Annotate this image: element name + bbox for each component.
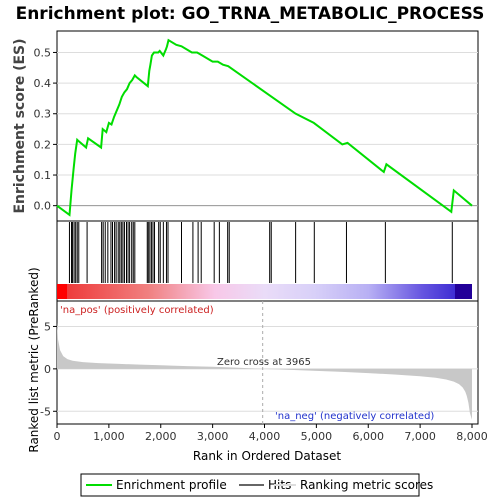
- es-axis-label: Enrichment score (ES): [12, 38, 28, 213]
- x-tick-label: 7,000: [404, 430, 436, 443]
- enrichment-profile-line: [56, 38, 473, 217]
- chart-title: Enrichment plot: GO_TRNA_METABOLIC_PROCE…: [16, 4, 485, 24]
- enrichment-panel: 0.0 0.1 0.2 0.3 0.4 0.5 Enrichment score (ES): [12, 30, 479, 222]
- ranked-metric-area: [57, 322, 472, 420]
- positive-correlation-label: 'na_pos' (positively correlated): [60, 305, 214, 316]
- metric-tick-label: -5: [40, 405, 51, 418]
- es-tick-label: 0.5: [34, 46, 52, 59]
- legend-label-profile: Enrichment profile: [116, 478, 227, 492]
- x-tick-label: 6,000: [353, 430, 385, 443]
- zero-cross-label: Zero cross at 3965: [217, 357, 311, 368]
- ranking-bar-start: [57, 284, 67, 299]
- metric-tick-label: 0: [44, 363, 51, 376]
- x-tick-label: 5,000: [301, 430, 333, 443]
- x-tick-label: 4,000: [249, 430, 281, 443]
- x-tick-label: 3,000: [197, 430, 229, 443]
- metric-y-ticks: -5 0 5: [40, 320, 57, 418]
- legend: Enrichment profile Hits Ranking metric s…: [80, 473, 433, 497]
- ranking-bar-end: [455, 284, 472, 299]
- negative-correlation-label: 'na_neg' (negatively correlated): [275, 411, 434, 422]
- x-tick-label: 2,000: [145, 430, 177, 443]
- legend-label-metric: Ranking metric scores: [300, 478, 433, 492]
- ranking-color-bar: [57, 284, 472, 299]
- metric-x-ticks: 0 1,000 2,000 3,000 4,000 5,000 6,000 7,000 8,00…: [54, 424, 488, 443]
- x-tick-label: 0: [54, 430, 61, 443]
- x-tick-label: 8,000: [456, 430, 488, 443]
- es-tick-label: 0.1: [34, 169, 52, 182]
- es-tick-label: 0.2: [34, 138, 52, 151]
- es-tick-label: 0.0: [34, 200, 52, 213]
- enrichment-plot-frame: [56, 30, 479, 222]
- enrichment-y-ticks: 0.0 0.1 0.2 0.3 0.4 0.5: [34, 46, 57, 213]
- es-tick-label: 0.3: [34, 108, 52, 121]
- hits-panel: [56, 220, 479, 302]
- es-tick-label: 0.4: [34, 77, 52, 90]
- x-tick-label: 1,000: [93, 430, 125, 443]
- x-axis-label: Rank in Ordered Dataset: [193, 449, 341, 463]
- metric-axis-label: Ranked list metric (PreRanked): [27, 267, 41, 452]
- hit-marks: [68, 222, 453, 283]
- metric-panel: -505 0 1,000 2,000 3,000 4,000 5,000 6,000 7,00…: [27, 267, 488, 463]
- metric-tick-label: 5: [44, 320, 51, 333]
